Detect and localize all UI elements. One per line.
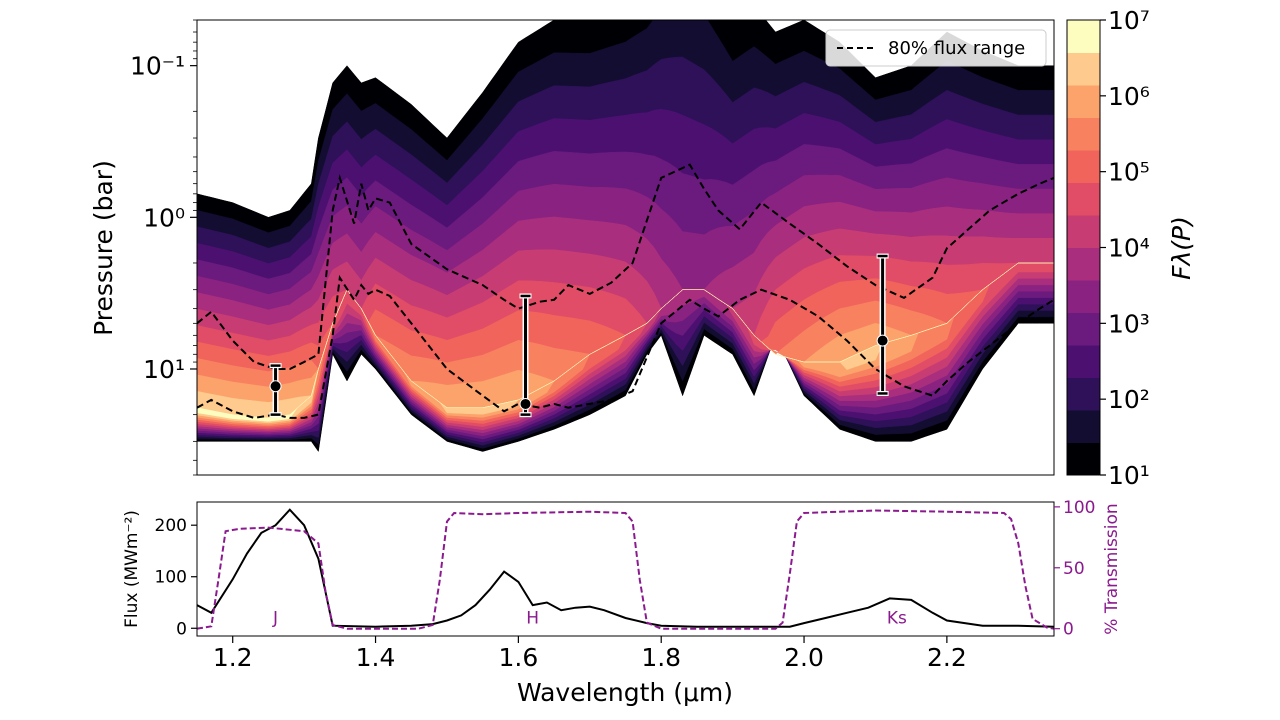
flux-range-line-lower bbox=[197, 274, 1054, 419]
band-labels: J H Ks bbox=[272, 609, 907, 629]
flux-range-lines bbox=[197, 163, 1054, 419]
pressure-axis-label: Pressure (bar) bbox=[89, 160, 118, 336]
colorbar-tick-label: 10² bbox=[1108, 385, 1150, 414]
colorbar-swatch-8 bbox=[1067, 182, 1100, 216]
pressure-tick-label: 10⁰ bbox=[143, 203, 185, 232]
band-label-1: H bbox=[526, 609, 539, 629]
flux-line bbox=[197, 508, 1054, 628]
colorbar-tick-label: 10⁷ bbox=[1108, 6, 1150, 35]
wavelength-tick-label: 2.2 bbox=[927, 643, 967, 672]
colorbar-swatch-0 bbox=[1067, 442, 1100, 476]
colorbar-tick-label: 10⁴ bbox=[1108, 234, 1150, 263]
colorbar-tick-label: 10¹ bbox=[1108, 461, 1150, 490]
colorbar-swatch-13 bbox=[1067, 20, 1100, 53]
top-plot-frame bbox=[196, 19, 1055, 476]
flux-tick-label: 200 bbox=[155, 516, 187, 536]
pressure-axis-ticks: 10⁻¹ 10⁰ 10¹ bbox=[130, 19, 197, 476]
spectrum-lines bbox=[197, 508, 1054, 630]
colorbar: 10¹ 10² 10³ 10⁴ 10⁵ 10⁶ 10⁷ Fλ(P) bbox=[1066, 6, 1196, 490]
colorbar-swatch-6 bbox=[1067, 247, 1100, 281]
flux-range-line-upper bbox=[197, 163, 1054, 370]
colorbar-tick-label: 10³ bbox=[1108, 309, 1150, 338]
flux-axis-label: Flux (MWm⁻²) bbox=[122, 510, 142, 628]
pressure-tick-label: 10⁻¹ bbox=[130, 52, 185, 81]
wavelength-tick-label: 1.6 bbox=[498, 643, 538, 672]
colorbar-tick-label: 10⁵ bbox=[1108, 158, 1150, 187]
flux-pressure-panel: 10⁻¹ 10⁰ 10¹ Pressure (bar) 80% flux range bbox=[89, 19, 1055, 476]
legend-box bbox=[825, 29, 1047, 67]
colorbar-swatches bbox=[1067, 20, 1100, 476]
bottom-plot-frame bbox=[196, 501, 1055, 637]
error-bar-2 bbox=[876, 253, 889, 396]
transmission-tick-label: 50 bbox=[1063, 559, 1085, 579]
colorbar-ticks: 10¹ 10² 10³ 10⁴ 10⁵ 10⁶ 10⁷ bbox=[1100, 6, 1150, 490]
transmission-line bbox=[197, 509, 1054, 630]
wavelength-tick-label: 1.4 bbox=[356, 643, 396, 672]
legend-entry-label: 80% flux range bbox=[888, 38, 1025, 59]
flux-tick-label: 100 bbox=[155, 568, 187, 588]
error-bar-point bbox=[876, 334, 889, 347]
band-label-2: Ks bbox=[887, 609, 907, 629]
flux-tick-label: 0 bbox=[176, 619, 187, 639]
colorbar-swatch-7 bbox=[1067, 215, 1100, 248]
colorbar-swatch-4 bbox=[1067, 312, 1100, 346]
band-label-0: J bbox=[272, 609, 278, 629]
flux-contour-field bbox=[197, 20, 1054, 453]
legend: 80% flux range bbox=[825, 29, 1047, 67]
error-bar-1 bbox=[519, 293, 532, 418]
wavelength-tick-label: 1.2 bbox=[213, 643, 253, 672]
error-bar-point bbox=[519, 397, 532, 410]
flux-axis-ticks: 0 100 200 bbox=[155, 516, 197, 639]
error-bar-0 bbox=[269, 363, 282, 418]
bottom-plot-background bbox=[197, 502, 1054, 636]
contour-band-13 bbox=[197, 262, 1054, 422]
pressure-tick-label: 10¹ bbox=[143, 355, 185, 384]
colorbar-swatch-10 bbox=[1067, 117, 1100, 151]
colorbar-swatch-9 bbox=[1067, 150, 1100, 183]
colorbar-swatch-5 bbox=[1067, 280, 1100, 313]
colorbar-tick-label: 10⁶ bbox=[1108, 82, 1150, 111]
colorbar-swatch-1 bbox=[1067, 410, 1100, 443]
colorbar-label: Fλ(P) bbox=[1167, 216, 1196, 280]
colorbar-swatch-11 bbox=[1067, 85, 1100, 118]
wavelength-axis-ticks: 1.2 1.4 1.6 1.8 2.0 2.2 bbox=[213, 636, 967, 672]
wavelength-tick-label: 1.8 bbox=[641, 643, 681, 672]
wavelength-axis-label: Wavelength (μm) bbox=[517, 678, 733, 707]
transmission-axis-label: % Transmission bbox=[1102, 503, 1122, 634]
transmission-tick-label: 0 bbox=[1063, 620, 1074, 640]
error-bars bbox=[269, 253, 889, 418]
wavelength-tick-label: 2.0 bbox=[784, 643, 824, 672]
flux-transmission-panel: J H Ks 0 100 200 0 50 100 1.2 1.4 1.6 1.8 2.0 2.2 F… bbox=[122, 498, 1122, 707]
error-bar-point bbox=[269, 380, 282, 393]
transmission-tick-label: 100 bbox=[1063, 498, 1095, 518]
transmission-axis-ticks: 0 50 100 bbox=[1054, 498, 1095, 640]
colorbar-swatch-3 bbox=[1067, 345, 1100, 378]
colorbar-swatch-12 bbox=[1067, 52, 1100, 86]
colorbar-swatch-2 bbox=[1067, 377, 1100, 411]
